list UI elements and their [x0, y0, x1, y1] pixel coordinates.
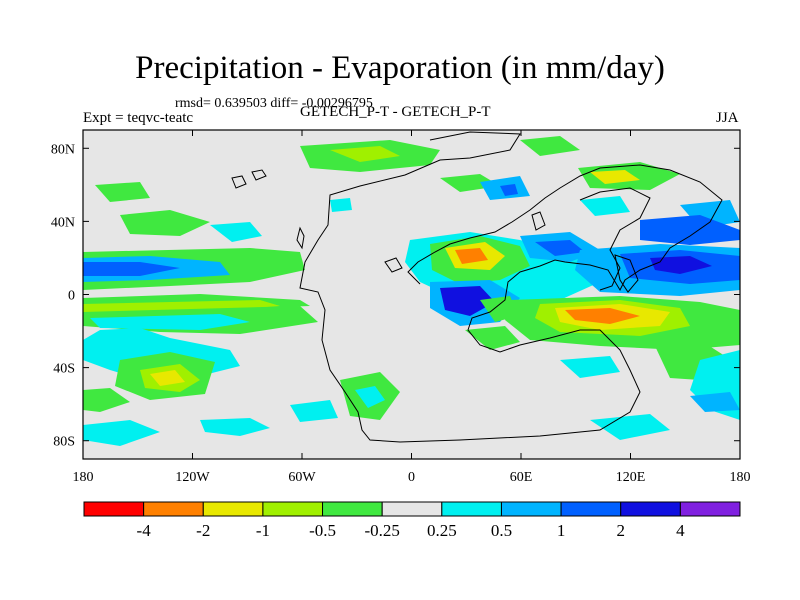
northwest-pacific-deep [640, 215, 740, 245]
colorbar-label: 2 [616, 521, 625, 540]
colorbar-label: -0.25 [364, 521, 399, 540]
southern-ocean-cyan [83, 420, 160, 446]
x-tick-label: 0 [408, 470, 415, 485]
southern-ocean-cyan-2 [200, 418, 270, 436]
colorbar-swatch [322, 501, 383, 517]
east-asia-coast [579, 187, 651, 291]
atlantic-island-outline [296, 226, 305, 250]
colorbar-label: 1 [557, 521, 566, 540]
east-asia-cyan [580, 196, 630, 216]
x-tick-label: 180 [73, 470, 94, 485]
colorbar-swatch [143, 501, 204, 517]
south-america-tip-cyan [355, 386, 385, 408]
colorbar-swatch [202, 501, 264, 517]
north-atlantic-core [500, 184, 518, 196]
north-pacific-cyan [210, 222, 262, 242]
colorbar-swatch [679, 501, 741, 517]
pangaea-outline [299, 131, 723, 443]
colorbar-swatch [83, 501, 145, 517]
colorbar-swatch [500, 501, 562, 517]
arctic-islands-outline [231, 169, 267, 189]
colorbar-label: 0.25 [427, 521, 457, 540]
pacific-itcz-core [83, 262, 180, 276]
stats-line: rmsd= 0.639503 diff= -0.00296795 [175, 96, 373, 111]
y-tick-label: 0 [68, 289, 75, 304]
central-africa-core [440, 286, 495, 316]
island-outline [531, 211, 546, 231]
y-tick-label: 80N [51, 142, 75, 157]
y-tick-label: 40N [51, 215, 75, 230]
colorbar-label: -4 [137, 521, 152, 540]
north-pacific-green-2 [95, 182, 150, 202]
south-pacific-cyan [90, 314, 250, 330]
southeast-indian-blue [690, 392, 740, 412]
colorbar-swatch [381, 501, 443, 517]
x-tick-label: 60W [288, 470, 316, 485]
experiment-label: Expt = teqvc-teatc [83, 110, 194, 126]
south-africa-green [465, 326, 520, 350]
contour-field [83, 130, 740, 459]
colorbar-swatch [620, 501, 681, 517]
colorbar-swatch [560, 501, 622, 517]
africa-dry-core [455, 248, 488, 264]
coastlines [231, 131, 723, 443]
colorbar-swatch [441, 501, 502, 517]
colorbar-label: 0.5 [491, 521, 512, 540]
south-indian-cyan-2 [590, 414, 670, 440]
x-tick-label: 60E [510, 470, 533, 485]
x-tick-label: 120E [616, 470, 646, 485]
peninsula-outline [614, 254, 639, 293]
siberia-yellow [590, 170, 640, 184]
small-island-outline [384, 257, 403, 273]
south-indian-cyan [560, 356, 620, 378]
season-label: JJA [716, 110, 739, 126]
colorbar-label: -0.5 [309, 521, 336, 540]
colorbar-labels: -4 -2 -1 -0.5 -0.25 0.25 0.5 1 2 4 [137, 521, 686, 540]
colorbar-label: 4 [676, 521, 685, 540]
indian-ocean-dry-core [565, 308, 640, 324]
axis-ticks [82, 130, 741, 459]
colorbar [83, 501, 741, 517]
south-pacific-dry-core [150, 370, 185, 386]
x-tick-label: 180 [730, 470, 751, 485]
atlantic-cyan-spot [330, 198, 352, 212]
y-tick-label: 80S [53, 435, 75, 450]
west-pacific-core [650, 256, 712, 274]
south-atlantic-cyan [290, 400, 338, 422]
axis-labels: 180 120W 60W 0 60E 120E 180 80N 40N 0 40S 80S [51, 142, 751, 485]
plot-title: Precipitation - Evaporation (in mm/day) [135, 50, 665, 86]
arabia-deep [535, 240, 585, 256]
colorbar-swatch [262, 501, 324, 517]
colorbar-label: -2 [196, 521, 210, 540]
x-tick-label: 120W [175, 470, 210, 485]
southwest-green [83, 388, 130, 412]
fields-label: GETECH_P-T - GETECH_P-T [300, 104, 491, 120]
arctic-yellow [330, 146, 400, 162]
north-pacific-green [120, 210, 210, 236]
y-tick-label: 40S [53, 362, 75, 377]
colorbar-label: -1 [256, 521, 270, 540]
arctic-green-2 [520, 136, 580, 156]
